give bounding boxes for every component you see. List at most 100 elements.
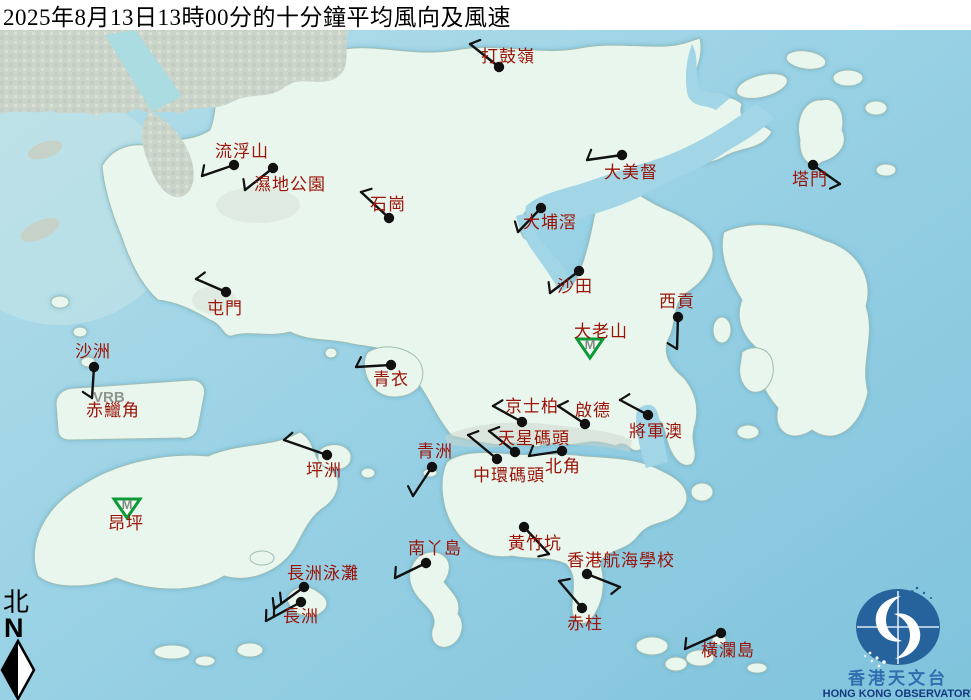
wind-station: 京士柏 <box>491 397 558 428</box>
wind-station: 塔門 <box>792 159 842 190</box>
island <box>875 163 897 177</box>
wind-barb-staff <box>282 438 329 457</box>
wind-station: 天星碼頭 <box>487 425 569 458</box>
vrb-wind-label: VRB <box>93 389 125 406</box>
wind-barb-tick <box>557 577 571 583</box>
wind-station: 西貢 <box>659 292 695 351</box>
station-label: 濕地公園 <box>254 175 326 194</box>
station-label: 香港航海學校 <box>567 551 675 570</box>
station-dot <box>491 453 503 465</box>
station-label: 青洲 <box>417 442 453 461</box>
wind-barb-staff <box>522 525 551 556</box>
wind-station: 大埔滘 <box>513 202 577 234</box>
island <box>27 140 63 160</box>
wind-barb-staff <box>585 572 622 589</box>
station-dot <box>642 409 654 421</box>
station-label: 長洲泳灘 <box>287 564 359 583</box>
lamma-island <box>409 551 463 648</box>
wind-barb-staff <box>393 561 428 580</box>
wind-barb-tick <box>354 356 363 369</box>
wind-barb-staff <box>557 579 584 610</box>
station-dot <box>516 416 528 428</box>
station-label: 大老山 <box>574 322 628 341</box>
wind-barb-staff <box>516 206 543 234</box>
hko-logo-english: HONG KONG OBSERVATORY <box>823 688 971 700</box>
station-label: 大埔滘 <box>523 213 577 232</box>
north-arrow: 北 N <box>0 588 36 700</box>
station-label: 黃竹坑 <box>508 534 562 553</box>
wind-barb-tick <box>585 148 593 162</box>
wind-station: 橫瀾島 <box>683 627 754 660</box>
wind-barb-staff <box>243 166 275 192</box>
island <box>832 69 864 87</box>
new-territories-land <box>101 30 773 466</box>
station-dot <box>420 557 432 569</box>
station-label: 西貢 <box>659 292 695 311</box>
wind-barb-tick <box>81 390 94 400</box>
wind-station: 長洲 <box>264 596 318 626</box>
wind-barb-staff <box>411 465 434 498</box>
wind-station: 啟德 <box>556 400 610 430</box>
island <box>236 642 264 658</box>
station-dot <box>535 202 547 214</box>
station-label: 流浮山 <box>215 142 269 161</box>
island <box>664 656 688 672</box>
station-dot <box>385 359 397 371</box>
logo-swirl-bottom <box>894 613 921 659</box>
title-bar: 2025年8月13日13時00分的十分鐘平均風向及風速 <box>0 0 971 30</box>
wind-barb-tick <box>610 585 622 595</box>
station-label: 打鼓嶺 <box>481 47 535 66</box>
station-label: 沙田 <box>557 277 593 296</box>
maintenance-station: M 昂坪 <box>108 497 143 533</box>
hko-logo-chinese: 香港天文台 <box>848 668 948 688</box>
wind-barb-tick <box>547 280 552 295</box>
shenzhen-land <box>0 30 348 116</box>
tsing-yi-island <box>363 346 424 398</box>
island <box>72 326 88 338</box>
wind-barb-tick <box>359 187 373 194</box>
north-arrow-kite-fill <box>2 641 18 699</box>
island <box>50 295 70 309</box>
station-dot <box>807 159 819 171</box>
wind-barb-tick <box>200 164 206 178</box>
tolo-harbour-water <box>525 104 774 228</box>
wind-barb-tick <box>468 38 482 46</box>
wind-barb-tick <box>487 425 501 433</box>
station-dot <box>298 581 310 593</box>
wind-barb-staff <box>264 600 303 623</box>
logo-halftone-dots-white <box>864 651 886 668</box>
station-dot <box>672 311 684 323</box>
tide-cove-water <box>516 214 572 292</box>
wind-station: 將軍澳 <box>618 393 682 441</box>
station-label: 大美督 <box>604 163 658 182</box>
wind-barb-tick <box>406 485 415 498</box>
station-dot <box>426 461 438 473</box>
island <box>736 424 760 440</box>
wind-barb-tick <box>491 399 504 408</box>
hko-logo: 香港天文台 HONG KONG OBSERVATORY <box>823 586 971 700</box>
station-label: 屯門 <box>207 299 243 318</box>
wind-barb-tick <box>683 636 688 651</box>
wind-barb-staff <box>491 404 524 424</box>
station-dot <box>295 596 307 608</box>
water-channel <box>105 30 182 112</box>
station-dot <box>509 446 521 458</box>
wind-station: 赤柱 <box>557 577 602 633</box>
wind-station: 屯門 <box>194 271 243 318</box>
wind-barb-staff <box>272 585 306 611</box>
island <box>746 662 768 674</box>
wind-station: 南丫島 <box>393 539 461 580</box>
station-dot <box>715 627 727 639</box>
wind-barb-staff <box>811 163 842 186</box>
maintenance-triangle-icon <box>574 337 606 361</box>
station-label: 中環碼頭 <box>473 466 545 485</box>
island <box>712 316 732 344</box>
station-label: 沙洲 <box>75 342 111 361</box>
map-title: 2025年8月13日13時00分的十分鐘平均風向及風速 <box>3 5 511 30</box>
station-dot <box>493 61 505 73</box>
station-dot <box>616 149 628 161</box>
wind-barb-tick <box>666 342 679 351</box>
